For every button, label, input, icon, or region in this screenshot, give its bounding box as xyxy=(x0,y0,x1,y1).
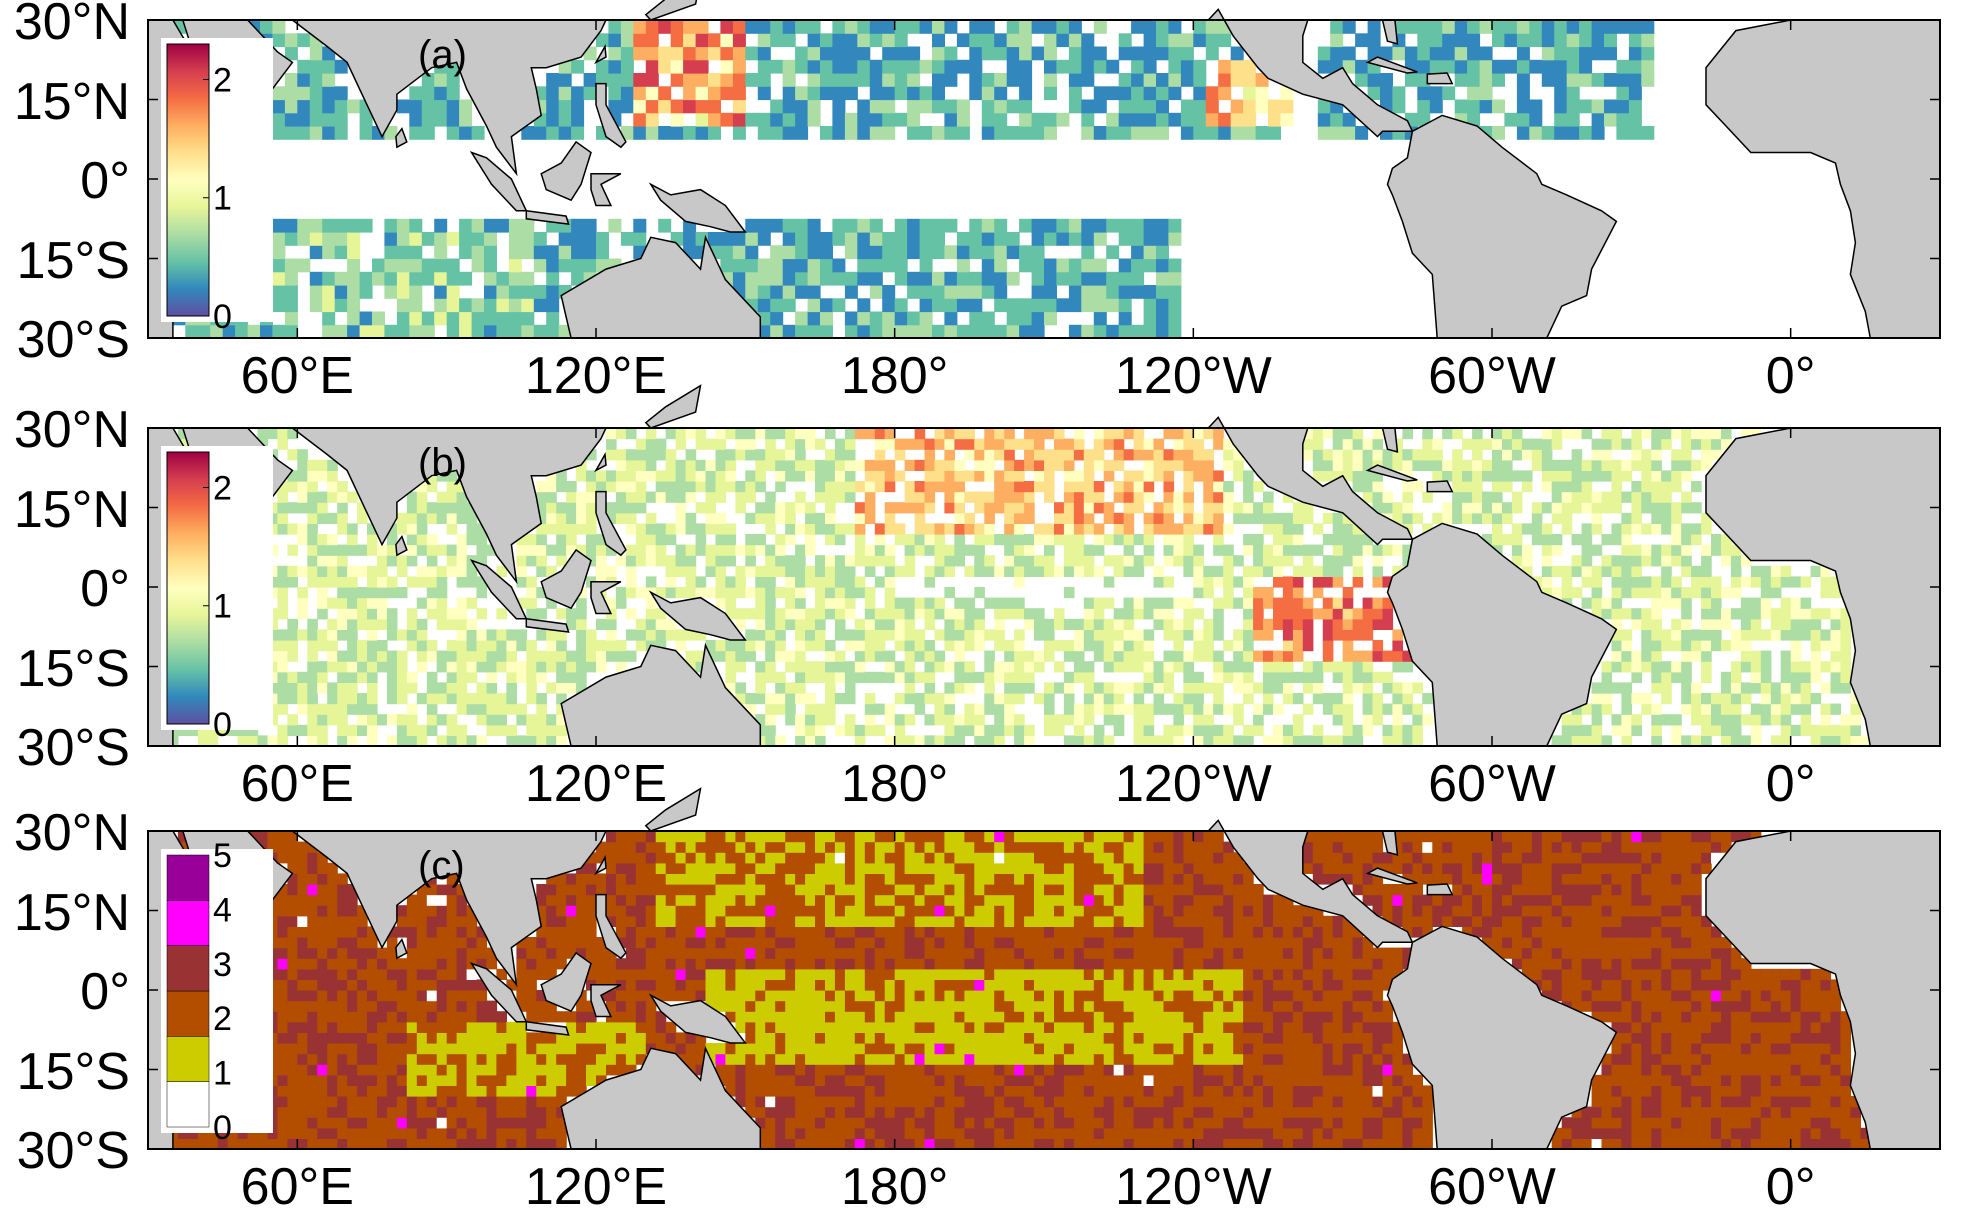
colorbar: 5 4 3 2 1 0 xyxy=(161,837,273,1147)
colorbar-tick-label: 1 xyxy=(213,1055,232,1093)
colorbar-tick-label: 5 xyxy=(213,837,232,875)
y-tick-label: 0° xyxy=(0,966,130,1018)
land-mass xyxy=(1427,884,1452,895)
y-tick-label: 15°S xyxy=(0,1046,130,1098)
x-tick-label: 180° xyxy=(841,1161,949,1213)
y-tick-label: 15°N xyxy=(0,887,130,939)
colorbar-class-swatch xyxy=(167,991,209,1036)
x-tick-label: 0° xyxy=(1766,1161,1816,1213)
colorbar-class-swatch xyxy=(167,855,209,900)
colorbar-tick-label: 3 xyxy=(213,946,232,984)
y-tick-label: 30°N xyxy=(0,807,130,859)
colorbar-class-swatch xyxy=(167,1082,209,1127)
y-tick-label: 30°S xyxy=(0,1125,130,1177)
x-tick-label: 60°E xyxy=(241,1161,354,1213)
panel-label: (c) xyxy=(418,844,465,888)
x-tick-label: 60°W xyxy=(1428,1161,1556,1213)
colorbar-class-swatch xyxy=(167,1036,209,1081)
colorbar-class-swatch xyxy=(167,946,209,991)
colorbar-tick-label: 2 xyxy=(213,1000,232,1038)
colorbar-class-swatch xyxy=(167,900,209,945)
colorbar-tick-label: 0 xyxy=(213,1109,232,1147)
x-tick-label: 120°E xyxy=(525,1161,667,1213)
land-mass xyxy=(646,789,701,831)
colorbar-tick-label: 4 xyxy=(213,891,232,929)
x-tick-label: 120°W xyxy=(1115,1161,1272,1213)
